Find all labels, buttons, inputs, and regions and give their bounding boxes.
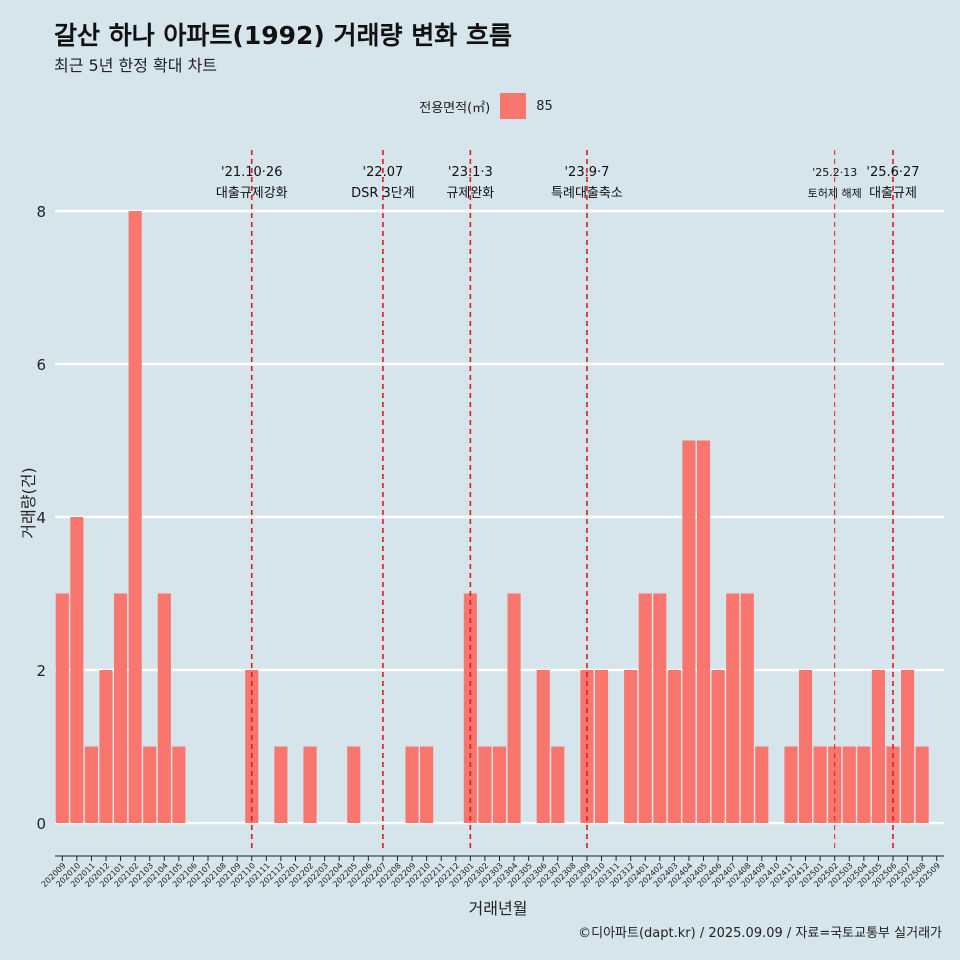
bar bbox=[667, 670, 681, 823]
event-label: 특례대출축소 bbox=[551, 186, 623, 201]
x-axis-label: 거래년월 bbox=[469, 899, 528, 918]
event-date-label: '22.07 bbox=[363, 165, 404, 180]
bar bbox=[594, 670, 609, 823]
bars bbox=[55, 211, 929, 823]
bar bbox=[638, 593, 652, 823]
bar bbox=[711, 670, 725, 823]
y-tick-label: 6 bbox=[36, 356, 46, 374]
bar bbox=[901, 670, 915, 823]
bar bbox=[143, 746, 157, 823]
y-axis-label: 거래량(건) bbox=[19, 467, 38, 538]
y-axis-ticks: 0 2 4 6 8 bbox=[36, 203, 46, 833]
bar bbox=[740, 593, 754, 823]
x-axis: 2020092020102020112020122021012021022021… bbox=[40, 855, 944, 889]
chart-subtitle: 최근 5년 한정 확대 차트 bbox=[54, 56, 218, 75]
event-date-label: '21.10·26 bbox=[221, 165, 282, 180]
event-label: 대출규제 bbox=[869, 186, 917, 201]
bar bbox=[478, 746, 492, 823]
bar bbox=[99, 670, 113, 823]
event-label: 규제완화 bbox=[446, 186, 494, 201]
bar bbox=[813, 746, 827, 823]
legend-swatch bbox=[500, 93, 527, 119]
bar bbox=[274, 746, 288, 823]
y-tick-label: 0 bbox=[36, 815, 46, 833]
legend: 전용면적(㎡) 85 bbox=[0, 93, 960, 119]
event-label: 토허제 해제 bbox=[808, 186, 862, 200]
event-label: 대출규제강화 bbox=[216, 186, 288, 201]
bar bbox=[172, 746, 186, 823]
y-tick-label: 8 bbox=[36, 203, 46, 221]
chart-title: 갈산 하나 아파트(1992) 거래량 변화 흐름 bbox=[54, 21, 512, 50]
bar bbox=[551, 746, 565, 823]
bar bbox=[84, 746, 98, 823]
bar bbox=[755, 746, 769, 823]
event-label: DSR 3단계 bbox=[351, 186, 415, 201]
bar bbox=[857, 746, 871, 823]
bar bbox=[842, 746, 856, 823]
source-caption: ©디아파트(dapt.kr) / 2025.09.09 / 자료=국토교통부 실… bbox=[578, 926, 942, 941]
y-tick-label: 2 bbox=[36, 662, 46, 680]
bar bbox=[536, 670, 550, 823]
bar bbox=[55, 593, 69, 823]
bar bbox=[653, 593, 667, 823]
bar bbox=[405, 746, 419, 823]
bar bbox=[696, 440, 711, 823]
bar bbox=[507, 593, 521, 823]
bar bbox=[347, 746, 361, 823]
bar bbox=[128, 211, 142, 823]
event-lines: '21.10·26 대출규제강화 '22.07 DSR 3단계 '23.1·3 규제완화 '… bbox=[216, 150, 920, 848]
bar bbox=[784, 746, 798, 823]
bar bbox=[114, 593, 128, 823]
y-tick-label: 4 bbox=[36, 509, 46, 527]
legend-entry-label: 85 bbox=[536, 98, 553, 114]
bar bbox=[70, 517, 84, 823]
bar bbox=[871, 670, 885, 823]
event-date-label: '25.2·13 bbox=[812, 166, 857, 179]
bar bbox=[624, 670, 638, 823]
bar bbox=[915, 746, 929, 823]
legend-title: 전용면적(㎡) bbox=[419, 100, 491, 116]
event-date-label: '25.6·27 bbox=[866, 165, 919, 180]
bar bbox=[798, 670, 813, 823]
bar bbox=[303, 746, 317, 823]
bar bbox=[420, 746, 434, 823]
bar bbox=[157, 593, 171, 823]
bar bbox=[682, 440, 696, 823]
bar bbox=[492, 746, 507, 823]
bar bbox=[726, 593, 740, 823]
event-date-label: '23.1·3 bbox=[448, 165, 493, 180]
event-date-label: '23.9·7 bbox=[564, 165, 609, 180]
